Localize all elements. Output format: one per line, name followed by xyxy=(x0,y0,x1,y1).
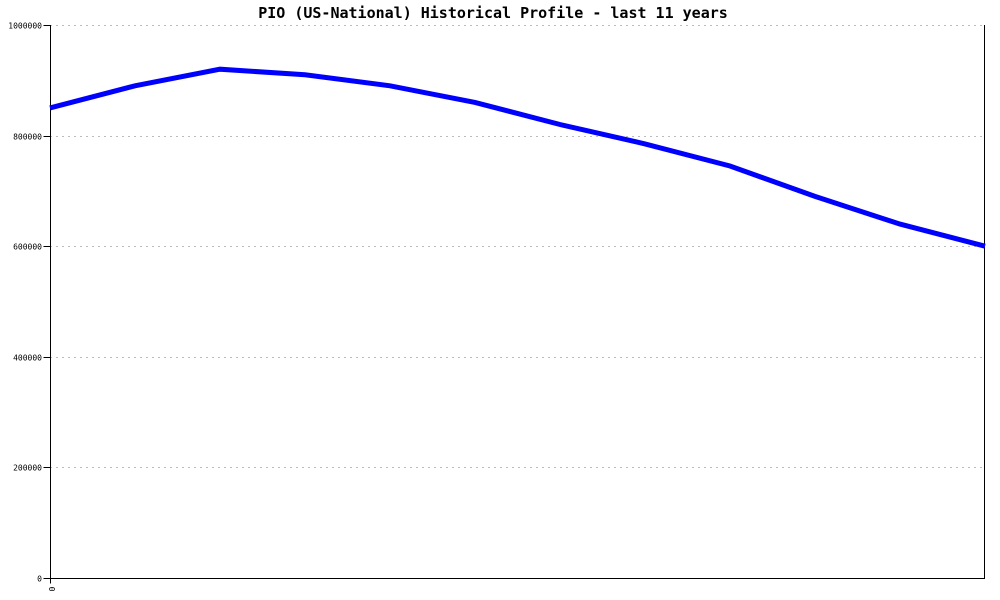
y-axis-label: 1000000 xyxy=(8,22,42,31)
y-axis-label: 800000 xyxy=(13,133,42,142)
y-axis-label: 600000 xyxy=(13,243,42,252)
y-axis-label: 400000 xyxy=(13,354,42,363)
y-axis-label: 0 xyxy=(37,575,42,584)
data-line xyxy=(49,66,986,249)
y-axis-label: 200000 xyxy=(13,464,42,473)
x-axis-label: 0 xyxy=(47,587,56,592)
chart-title: PIO (US-National) Historical Profile - l… xyxy=(258,4,728,22)
